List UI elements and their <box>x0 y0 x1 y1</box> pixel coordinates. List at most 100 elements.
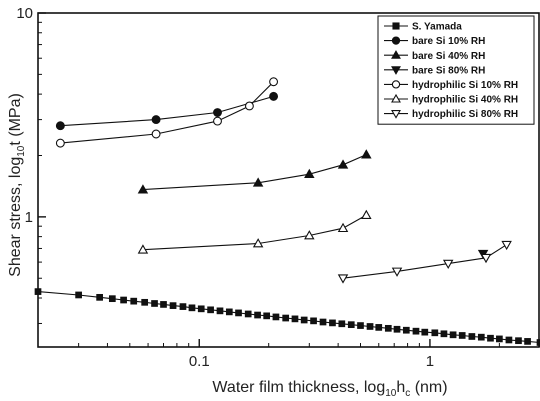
data-point <box>384 324 392 332</box>
data-point <box>391 267 403 277</box>
legend-marker <box>392 22 400 30</box>
data-point <box>361 149 372 159</box>
data-point <box>141 298 149 306</box>
series-line <box>60 81 274 144</box>
data-point <box>207 306 214 314</box>
data-point <box>496 335 503 343</box>
data-point <box>252 238 264 248</box>
data-point <box>197 305 205 313</box>
data-point <box>282 314 290 322</box>
y-tick-label: 1 <box>25 209 33 226</box>
legend-label: hydrophilic Si 10% RH <box>412 80 518 91</box>
data-point <box>337 159 349 169</box>
data-point <box>213 108 222 117</box>
legend-label: S. Yamada <box>412 22 462 33</box>
data-point <box>300 316 308 324</box>
legend-marker <box>391 36 401 45</box>
data-point <box>225 308 233 316</box>
legend-item: S. Yamada <box>384 22 462 33</box>
data-point <box>179 303 187 310</box>
data-point <box>449 331 457 339</box>
legend-marker <box>391 80 401 89</box>
data-point <box>137 244 149 254</box>
data-point <box>310 317 317 325</box>
legend-item: bare Si 40% RH <box>384 50 485 62</box>
legend: S. Yamada bare Si 10% RH bare Si 40% RH bar… <box>377 15 535 125</box>
legend-marker <box>391 93 401 103</box>
data-point <box>366 323 374 330</box>
data-point <box>108 295 116 303</box>
data-point <box>216 307 224 315</box>
series-hydrophilic-si-10pct-rh <box>55 77 279 148</box>
data-point <box>254 311 261 319</box>
legend-label: bare Si 40% RH <box>412 51 485 62</box>
data-point <box>337 222 349 233</box>
series-hydrophilic-si-40pct-rh <box>137 209 372 254</box>
data-point <box>357 322 364 329</box>
data-point <box>304 230 315 240</box>
data-point <box>252 177 264 187</box>
data-point <box>421 328 429 336</box>
data-point <box>188 304 196 312</box>
legend-label: bare Si 10% RH <box>412 36 485 47</box>
data-point <box>263 312 271 320</box>
legend-item: bare Si 80% RH <box>384 65 485 76</box>
data-point <box>337 274 349 284</box>
data-point <box>375 324 383 331</box>
data-point <box>338 320 346 328</box>
data-point <box>477 333 485 341</box>
data-point <box>431 329 439 337</box>
x-axis-title: Water film thickness, log10hc (nm) <box>212 379 447 399</box>
legend-label: bare Si 80% RH <box>412 65 485 76</box>
data-point <box>34 288 42 295</box>
series-hydrophilic-si-80pct-rh <box>337 240 512 284</box>
data-point <box>402 326 410 334</box>
data-point <box>304 168 315 179</box>
data-point <box>515 337 522 345</box>
legend-marker <box>391 66 401 75</box>
data-point <box>319 318 327 326</box>
data-point <box>329 319 336 327</box>
legend-item: bare Si 10% RH <box>384 36 485 47</box>
legend-marker <box>391 50 401 59</box>
data-point <box>480 253 492 264</box>
data-point <box>442 259 454 270</box>
series-line <box>60 95 274 127</box>
y-axis-title: Shear stress, log10t (MPa) <box>7 93 27 277</box>
legend-marker <box>391 110 401 119</box>
legend-label: hydrophilic Si 80% RH <box>412 109 518 120</box>
data-point <box>169 302 177 309</box>
data-point <box>151 129 161 139</box>
data-point <box>235 309 242 317</box>
data-point <box>75 291 82 299</box>
data-point <box>505 336 513 344</box>
data-point <box>468 333 476 340</box>
data-point <box>244 101 254 111</box>
data-point <box>120 296 127 304</box>
data-point <box>151 115 161 125</box>
plot-area-frame <box>37 12 540 348</box>
data-point <box>501 240 512 251</box>
data-point <box>536 339 540 346</box>
data-point <box>137 184 149 194</box>
data-point <box>269 77 279 87</box>
data-point <box>347 321 355 329</box>
data-point <box>412 327 420 335</box>
y-tick-label: 10 <box>16 5 33 22</box>
data-point <box>130 297 138 305</box>
data-point <box>440 330 448 338</box>
legend-item: hydrophilic Si 40% RH <box>384 93 518 106</box>
data-point <box>269 91 279 101</box>
data-point <box>55 121 65 131</box>
data-point <box>151 300 158 307</box>
series-bare-si-40pct-rh <box>137 149 372 194</box>
data-point <box>291 315 299 323</box>
data-point <box>96 293 103 301</box>
x-tick-label: 1 <box>426 353 434 370</box>
x-tick-label: 0.1 <box>189 353 210 370</box>
data-point <box>55 138 65 148</box>
data-point <box>160 301 167 308</box>
data-point <box>272 313 280 321</box>
data-point <box>393 325 401 333</box>
